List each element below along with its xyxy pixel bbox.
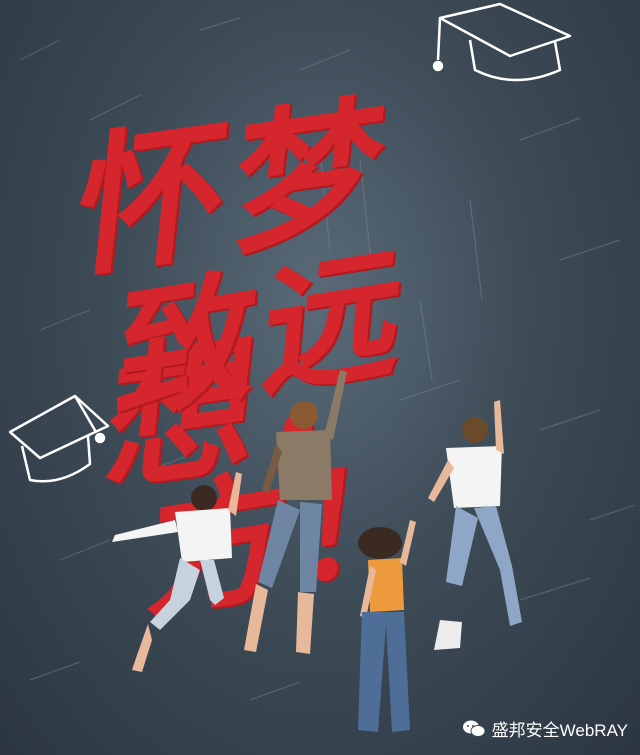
student-figure-2 — [244, 370, 347, 654]
student-figure-4 — [428, 400, 522, 650]
wechat-icon — [462, 720, 486, 737]
student-figure-1 — [112, 472, 242, 672]
graduation-cap-icon — [432, 2, 572, 82]
watermark: 盛邦安全WebRAY — [462, 716, 628, 741]
student-figure-3 — [358, 520, 416, 732]
graduation-cap-icon — [8, 394, 110, 483]
watermark-text: 盛邦安全WebRAY — [491, 721, 628, 740]
jumping-students-photo — [112, 370, 522, 732]
